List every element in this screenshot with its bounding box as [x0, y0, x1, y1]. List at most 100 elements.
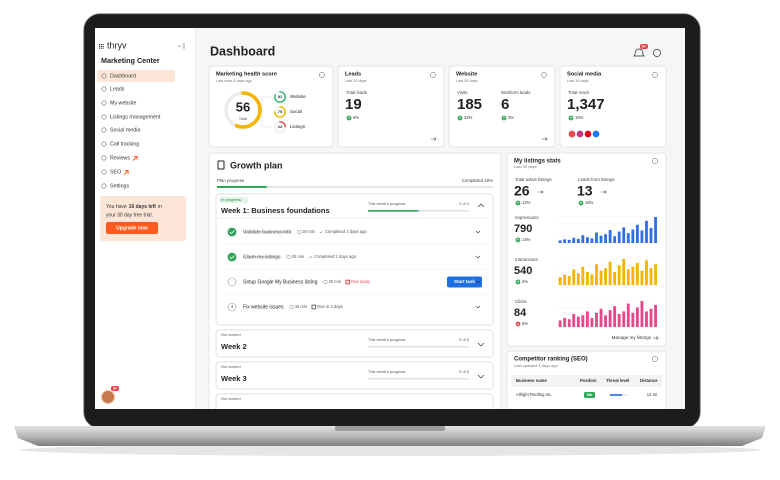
nav-item[interactable]: My website	[110, 100, 137, 106]
badge-label: 9+	[642, 45, 646, 49]
week-progress-label: This week's progress	[368, 369, 405, 374]
metric-value: 13	[577, 183, 593, 199]
bar	[599, 308, 603, 327]
nav-active[interactable]	[97, 70, 175, 82]
upgrade-button[interactable]	[106, 222, 158, 234]
promo-arrow	[123, 170, 129, 175]
nav-item[interactable]: Leads	[110, 86, 125, 92]
chevron[interactable]	[475, 305, 481, 309]
nav-item[interactable]: Reviews	[110, 155, 130, 161]
chevron[interactable]	[477, 203, 485, 208]
avatar	[101, 390, 115, 404]
bar	[626, 233, 630, 243]
clock-icon	[297, 229, 302, 234]
menu-icon	[99, 44, 101, 46]
metric-value: 19	[345, 96, 362, 113]
card	[506, 152, 667, 347]
chevron[interactable]	[475, 280, 481, 284]
business-name: Allright Roofing Inc.	[516, 392, 552, 397]
progress-fill	[217, 186, 267, 188]
ring-arc	[274, 121, 286, 133]
bar	[649, 308, 653, 327]
bar	[581, 235, 585, 243]
nav-icon	[101, 86, 107, 92]
chevron[interactable]	[475, 255, 481, 259]
task-state: Completed 3 days ago	[325, 229, 368, 234]
position-pill	[584, 392, 595, 398]
plan-icon	[217, 160, 225, 170]
card-title: Competitor ranking (SEO)	[514, 357, 588, 363]
change-arrow	[516, 201, 520, 205]
bar	[617, 314, 621, 327]
card	[337, 65, 445, 148]
metric-label: Total reach	[568, 90, 590, 95]
bar	[595, 312, 598, 327]
nav-icon	[101, 127, 107, 133]
bar	[563, 239, 567, 243]
trial-text: You have 16 days left in	[106, 204, 162, 210]
column-header: Distance	[640, 378, 658, 383]
card-subtitle: Last updated 4 days ago	[514, 363, 559, 368]
bar	[558, 320, 562, 327]
chevron[interactable]	[477, 374, 485, 379]
start-button[interactable]	[447, 276, 482, 288]
bar	[631, 312, 635, 327]
check-icon	[319, 230, 324, 234]
progress-label: Plan progress	[217, 178, 245, 183]
nav-item[interactable]: Social media	[110, 127, 140, 133]
bar	[572, 314, 576, 327]
part-score: 81	[278, 95, 282, 99]
menu-icon	[102, 45, 104, 47]
start-label[interactable]: Start task	[454, 279, 475, 284]
metric-label: Webform leads	[501, 90, 531, 95]
bar	[599, 270, 603, 285]
part-score: 24	[278, 125, 283, 129]
part-label: Website	[290, 94, 306, 99]
nav-item[interactable]: Listings management	[110, 114, 161, 120]
metric-value: 6	[501, 96, 509, 113]
bar	[654, 304, 657, 327]
metric-label: Impressions	[515, 215, 539, 220]
week-progress-track	[368, 346, 469, 348]
bar	[585, 237, 589, 243]
link[interactable]: Manage my listings	[612, 335, 652, 340]
bar	[645, 220, 648, 243]
nav-item[interactable]: Dashboard	[110, 73, 136, 79]
badge	[111, 386, 119, 391]
nav-item[interactable]: Settings	[110, 183, 129, 189]
metric-value: 1,347	[567, 96, 605, 113]
ring-arc	[274, 106, 286, 118]
change-arrow	[347, 116, 351, 120]
trial-text: your 30 day free trial.	[106, 212, 153, 218]
bar	[572, 269, 576, 285]
step-icon	[227, 302, 237, 312]
bar	[581, 266, 585, 285]
card	[448, 65, 556, 148]
bar	[572, 237, 576, 243]
nav-item[interactable]: Call tracking	[110, 141, 139, 147]
bar	[626, 303, 630, 327]
bar	[613, 306, 617, 327]
check	[229, 255, 235, 260]
nav-item[interactable]: SEO	[110, 169, 121, 175]
upgrade-label[interactable]: Upgrade now	[116, 225, 148, 231]
bell-icon	[633, 48, 645, 57]
status-tag	[219, 197, 248, 203]
chevron[interactable]	[475, 230, 481, 234]
menu-icon	[102, 44, 104, 46]
week-progress-fill	[368, 210, 419, 212]
week-progress-value: 2 of 4	[459, 201, 470, 206]
bar	[654, 264, 657, 285]
column-header: Threat level	[606, 378, 629, 383]
chevron[interactable]	[477, 342, 485, 347]
menu-icon	[100, 45, 102, 47]
task-duration: 20 min	[328, 279, 341, 284]
change-arrow	[579, 201, 583, 205]
task-name: Claim my listings	[243, 254, 281, 260]
bar	[604, 315, 607, 327]
task-state: Completed 2 days ago	[314, 254, 357, 259]
info-icon	[319, 72, 325, 78]
bar	[585, 272, 589, 285]
status: Not started	[221, 332, 241, 337]
week-progress-label: This week's progress	[368, 201, 405, 206]
